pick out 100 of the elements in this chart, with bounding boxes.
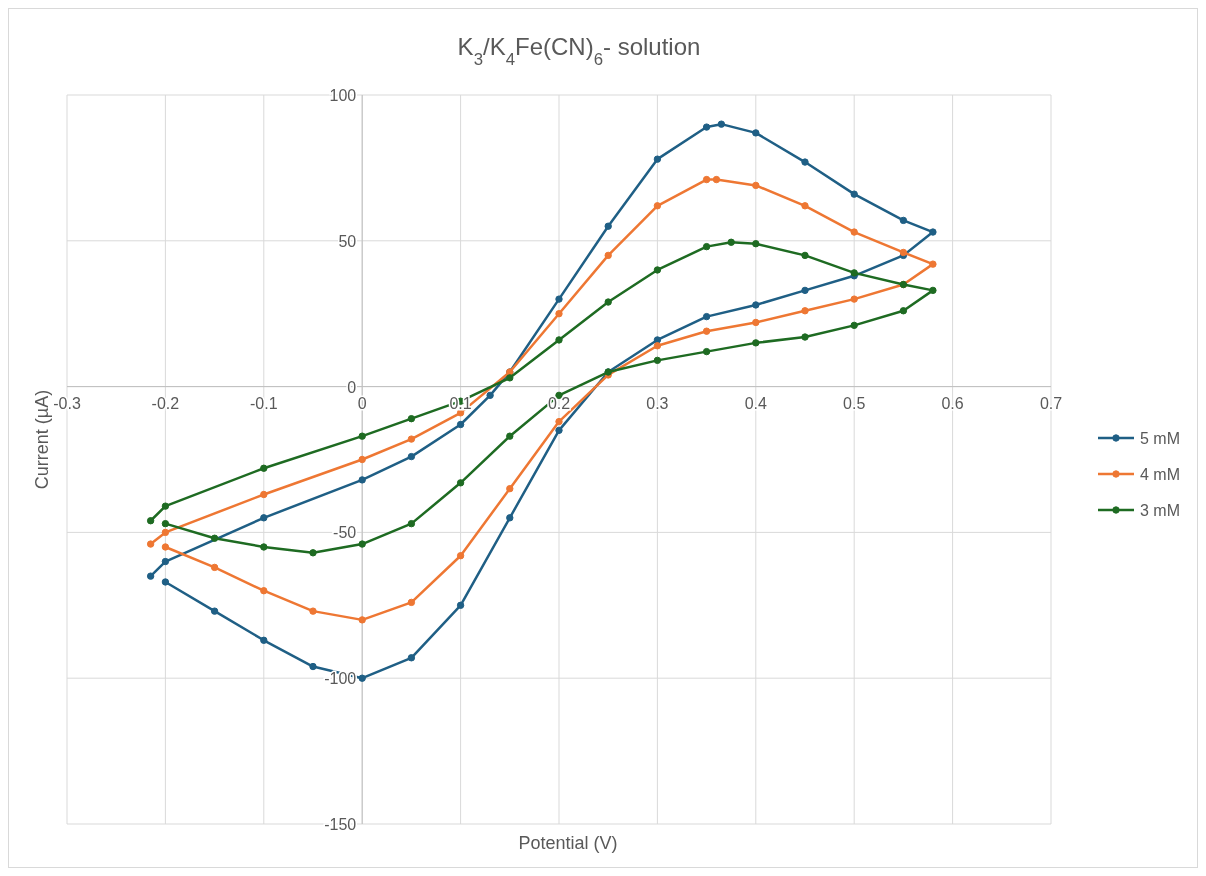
x-tick-label: 0.5 bbox=[843, 394, 866, 412]
point bbox=[801, 251, 809, 260]
point bbox=[752, 181, 760, 190]
point bbox=[161, 557, 170, 566]
point bbox=[161, 502, 170, 510]
point bbox=[717, 120, 726, 128]
point bbox=[506, 484, 514, 493]
x-axis-title: Potential (V) bbox=[518, 833, 618, 853]
point bbox=[260, 636, 268, 644]
y-axis-title: Current (µA) bbox=[32, 389, 52, 490]
y-tick-label: 50 bbox=[338, 232, 357, 250]
point bbox=[407, 435, 416, 443]
point bbox=[555, 426, 563, 435]
point bbox=[850, 321, 858, 330]
point bbox=[358, 674, 366, 682]
y-tick-label: 0 bbox=[347, 378, 357, 396]
x-tick-label: 0.6 bbox=[941, 394, 964, 412]
legend-label: 5 mM bbox=[1140, 430, 1180, 447]
point bbox=[506, 514, 514, 522]
y-tick-label: 100 bbox=[329, 87, 357, 104]
point bbox=[456, 420, 465, 429]
point bbox=[752, 240, 760, 248]
point bbox=[309, 607, 317, 615]
point bbox=[555, 336, 563, 344]
point bbox=[653, 202, 662, 210]
x-tick-label: -0.2 bbox=[151, 394, 180, 412]
legend-label: 4 mM bbox=[1140, 466, 1180, 483]
y-tick-label: -150 bbox=[324, 816, 357, 833]
point bbox=[702, 347, 711, 356]
point bbox=[850, 190, 858, 198]
point bbox=[358, 476, 366, 484]
point bbox=[604, 298, 612, 306]
x-tick-label: 0.2 bbox=[547, 394, 571, 412]
chart-title: K$_{3}$/K$_{4}$Fe(CN)$_{6}$- solution bbox=[457, 33, 701, 69]
point bbox=[653, 342, 662, 350]
point bbox=[653, 356, 662, 365]
point bbox=[260, 587, 268, 595]
point bbox=[486, 391, 494, 400]
point bbox=[309, 549, 317, 557]
point bbox=[555, 310, 563, 318]
point bbox=[801, 307, 809, 315]
point bbox=[309, 662, 317, 671]
x-tick-label: 0.3 bbox=[646, 394, 669, 412]
point bbox=[407, 452, 416, 461]
point bbox=[456, 601, 465, 609]
point bbox=[702, 312, 711, 321]
point bbox=[752, 339, 760, 347]
point bbox=[506, 432, 514, 440]
point bbox=[555, 295, 563, 303]
point bbox=[456, 479, 465, 487]
point bbox=[260, 464, 268, 472]
point bbox=[752, 301, 760, 309]
point bbox=[929, 260, 937, 268]
x-tick-label: -0.1 bbox=[250, 394, 278, 412]
point bbox=[899, 307, 908, 315]
point bbox=[161, 543, 170, 551]
point bbox=[407, 654, 416, 662]
point bbox=[210, 563, 219, 572]
y-tick-label: -50 bbox=[333, 524, 357, 542]
x-tick-label: 0.7 bbox=[1039, 394, 1063, 412]
point bbox=[456, 552, 465, 560]
point bbox=[653, 266, 662, 274]
point bbox=[702, 327, 711, 335]
point bbox=[260, 514, 268, 522]
point bbox=[850, 228, 858, 236]
point bbox=[801, 202, 809, 210]
point bbox=[752, 318, 760, 327]
point bbox=[161, 528, 170, 537]
point bbox=[653, 336, 662, 344]
point bbox=[653, 155, 662, 163]
point bbox=[752, 129, 760, 137]
point bbox=[260, 543, 268, 551]
point bbox=[260, 490, 268, 499]
point bbox=[358, 455, 366, 464]
point bbox=[146, 540, 155, 548]
point bbox=[929, 286, 937, 295]
point bbox=[146, 517, 155, 525]
point bbox=[407, 598, 416, 607]
x-tick-label: 0.4 bbox=[744, 394, 768, 412]
point bbox=[358, 540, 366, 548]
point bbox=[702, 242, 711, 251]
point bbox=[161, 578, 170, 586]
point bbox=[146, 572, 155, 580]
point bbox=[801, 333, 809, 341]
point bbox=[899, 216, 908, 225]
x-tick-label: -0.3 bbox=[53, 394, 81, 412]
point bbox=[358, 616, 366, 624]
point bbox=[555, 417, 563, 426]
point bbox=[407, 414, 416, 423]
point bbox=[801, 158, 809, 166]
point bbox=[702, 123, 711, 131]
point bbox=[407, 519, 416, 528]
point bbox=[801, 286, 809, 295]
point bbox=[161, 519, 170, 528]
point bbox=[604, 222, 612, 230]
point bbox=[358, 432, 366, 440]
point bbox=[506, 374, 514, 382]
point bbox=[850, 295, 858, 303]
point bbox=[210, 534, 219, 542]
point bbox=[929, 228, 937, 236]
